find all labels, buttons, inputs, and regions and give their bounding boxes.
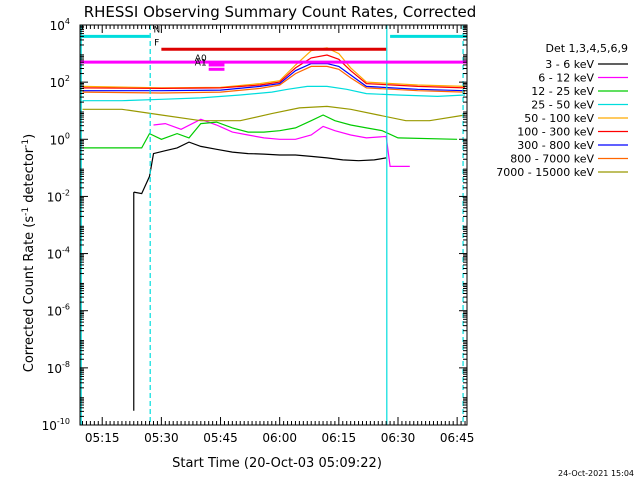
series-line (82, 105, 466, 122)
x-tick-label: 06:00 (262, 431, 297, 445)
series-line (82, 114, 458, 149)
y-tick-label: 102 (50, 74, 70, 90)
legend-entry: 12 - 25 keV (531, 85, 594, 98)
legend-entry: 100 - 300 keV (517, 126, 594, 139)
series-line (82, 65, 466, 94)
series-line (82, 47, 466, 89)
x-tick-label: 05:30 (144, 431, 179, 445)
series-line (153, 118, 410, 167)
legend-entry: 6 - 12 keV (538, 72, 594, 85)
generation-timestamp: 24-Oct-2021 15:04 (558, 469, 634, 478)
marker-label: A1 (195, 58, 207, 68)
x-tick-label: 06:45 (440, 431, 475, 445)
x-tick-label: 06:15 (322, 431, 357, 445)
chart-title: RHESSI Observing Summary Count Rates, Co… (84, 3, 477, 21)
y-tick-label: 10-2 (47, 188, 70, 204)
y-axis-label: Corrected Count Rate (s-1 detector-1) (21, 134, 37, 372)
legend-entry: 25 - 50 keV (531, 99, 594, 112)
y-tick-label: 10-4 (47, 246, 70, 262)
series-layer (80, 25, 466, 425)
series-line (133, 141, 387, 195)
y-tick-label: 104 (50, 17, 70, 33)
x-axis-label: Start Time (20-Oct-03 05:09:22) (172, 456, 382, 471)
series-line (82, 54, 466, 90)
y-tick-label: 10-8 (47, 360, 70, 376)
y-tick-label: 10-6 (47, 303, 70, 319)
x-tick-label: 06:30 (381, 431, 416, 445)
x-tick-label: 05:15 (85, 431, 120, 445)
plot-frame (79, 24, 468, 426)
marker-label: F (154, 38, 159, 48)
legend-entry: 50 - 100 keV (524, 112, 594, 125)
legend-entry: 7000 - 15000 keV (496, 166, 594, 179)
marker-label: A0 (195, 54, 207, 64)
y-tick-label: 100 (50, 131, 70, 147)
y-tick-label: 10-10 (42, 417, 70, 433)
y-axis-ticks: 10-10 10-8 10-6 10-4 10-2 100 102 104 (42, 17, 467, 433)
series-line (82, 85, 466, 102)
marker-label: N (154, 25, 161, 35)
legend-entry: 800 - 7000 keV (510, 153, 594, 166)
x-axis-ticks: 05:15 05:30 05:45 06:00 06:15 06:30 06:45 (81, 25, 475, 445)
legend-entry: 300 - 800 keV (517, 139, 594, 152)
legend-title: Det 1,3,4,5,6,9 (545, 42, 628, 55)
x-tick-label: 05:45 (203, 431, 238, 445)
legend-entry: 3 - 6 keV (545, 58, 594, 71)
